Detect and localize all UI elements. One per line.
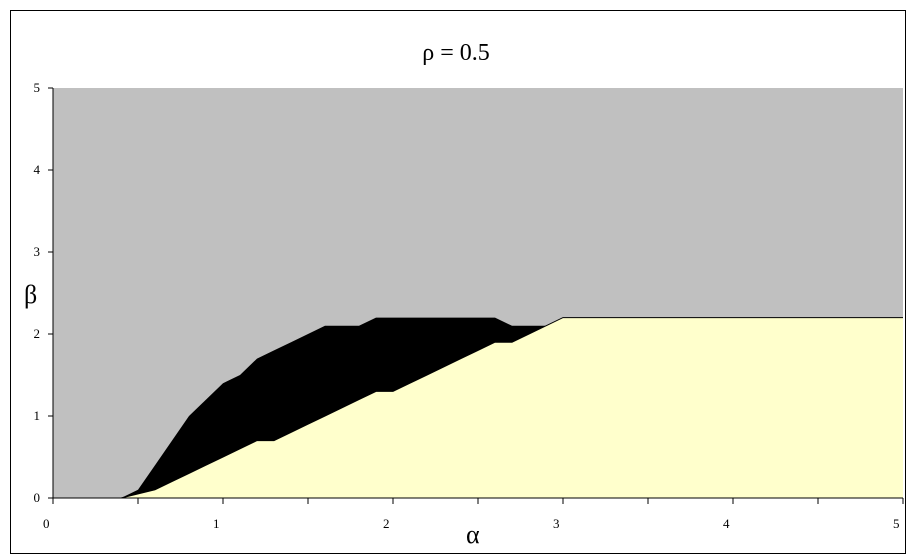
lower-region — [53, 317, 903, 498]
x-tick-label: 0 — [43, 516, 50, 531]
x-tick-label: 5 — [893, 516, 900, 531]
y-tick-label: 0 — [34, 490, 41, 505]
x-axis-label: α — [466, 520, 480, 549]
lower-boundary-line — [53, 317, 903, 499]
y-tick-label: 4 — [34, 162, 41, 177]
x-tick-label: 1 — [213, 516, 220, 531]
y-tick-label: 5 — [34, 80, 41, 95]
y-tick-label: 1 — [34, 408, 41, 423]
y-axis-label: β — [24, 280, 38, 309]
chart-title: ρ = 0.5 — [422, 40, 490, 66]
x-tick-label: 3 — [553, 516, 560, 531]
y-tick-label: 3 — [34, 244, 41, 259]
x-tick-label: 4 — [723, 516, 730, 531]
y-tick-label: 2 — [34, 326, 41, 341]
x-tick-label: 2 — [383, 516, 390, 531]
